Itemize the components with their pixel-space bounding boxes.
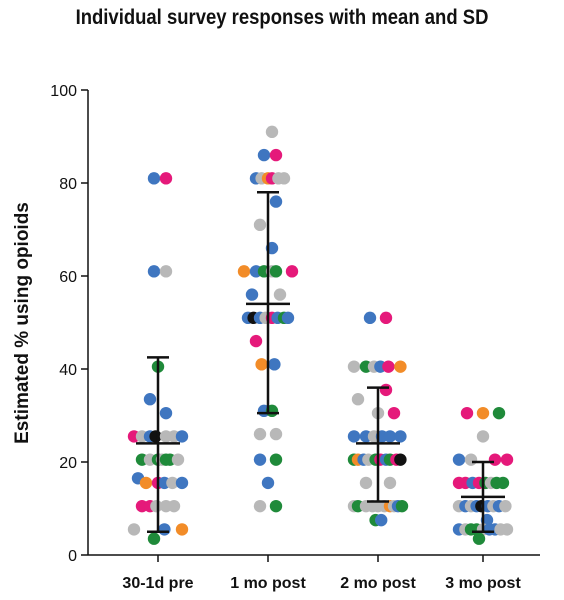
data-point: [253, 453, 267, 466]
data-point: [488, 453, 502, 466]
data-points: [127, 125, 514, 545]
data-point: [496, 476, 510, 490]
data-point: [245, 288, 259, 301]
data-point: [127, 523, 141, 536]
data-point: [281, 311, 295, 325]
data-point: [375, 513, 388, 527]
x-category-label: 2 mo post: [340, 575, 416, 592]
data-point: [347, 360, 361, 373]
data-point: [167, 499, 181, 513]
data-point: [460, 406, 474, 420]
data-point: [253, 499, 267, 513]
data-point: [139, 476, 153, 490]
data-point: [269, 499, 283, 513]
chart-title: Individual survey responses with mean an…: [75, 6, 489, 29]
data-point: [269, 265, 283, 278]
data-point: [159, 172, 173, 185]
data-point: [143, 393, 157, 406]
data-point: [359, 476, 373, 490]
data-point: [159, 406, 173, 420]
data-point: [158, 523, 171, 536]
data-point: [255, 358, 268, 371]
data-point: [379, 383, 393, 397]
data-point: [500, 523, 514, 536]
data-point: [268, 358, 281, 371]
data-point: [394, 430, 407, 443]
data-point: [363, 311, 377, 325]
data-point: [499, 499, 512, 513]
x-category-label: 3 mo post: [445, 575, 521, 592]
data-point: [347, 430, 361, 443]
data-point: [273, 288, 287, 301]
data-point: [472, 532, 486, 545]
data-point: [269, 195, 283, 208]
mean-sd-bars: [136, 191, 505, 533]
data-point: [175, 523, 189, 536]
data-point: [261, 476, 275, 490]
data-point: [171, 453, 185, 466]
data-point: [175, 430, 189, 443]
data-point: [253, 427, 267, 441]
y-tick-label: 60: [59, 269, 77, 286]
y-axis-label: Estimated % using opioids: [12, 202, 33, 444]
data-point: [147, 532, 161, 545]
data-point: [500, 453, 514, 466]
data-point: [159, 265, 173, 278]
data-point: [269, 427, 283, 441]
data-point: [492, 406, 506, 420]
data-point: [175, 476, 189, 490]
data-point: [387, 406, 401, 420]
y-tick-label: 100: [50, 83, 77, 100]
data-point: [476, 406, 490, 420]
data-point: [383, 430, 397, 443]
data-point: [147, 265, 161, 278]
data-point: [476, 430, 490, 443]
data-point: [237, 265, 251, 278]
data-point: [394, 453, 407, 466]
y-tick-label: 20: [59, 455, 77, 472]
data-point: [351, 393, 365, 406]
x-category-label: 30-1d pre: [122, 575, 193, 592]
data-point: [249, 334, 263, 348]
y-tick-label: 80: [59, 176, 77, 193]
data-point: [147, 172, 161, 185]
data-point: [395, 499, 409, 513]
data-point: [383, 476, 397, 490]
data-point: [464, 453, 478, 466]
y-tick-label: 40: [59, 362, 77, 379]
data-point: [257, 148, 271, 162]
data-point: [253, 218, 267, 232]
data-point: [265, 125, 279, 139]
data-point: [379, 311, 393, 325]
data-point: [166, 476, 179, 490]
x-category-label: 1 mo post: [230, 575, 306, 592]
y-tick-label: 0: [68, 548, 77, 565]
data-point: [394, 360, 407, 373]
axes: 0 20 40 60 80 100 30-1d pre 1 mo post 2 mo post 3…: [50, 83, 540, 592]
data-point: [382, 360, 395, 373]
data-point: [452, 453, 466, 466]
data-point: [277, 172, 291, 185]
data-point: [269, 453, 283, 466]
data-point: [269, 148, 283, 162]
data-point: [285, 265, 299, 278]
data-point: [150, 499, 163, 513]
